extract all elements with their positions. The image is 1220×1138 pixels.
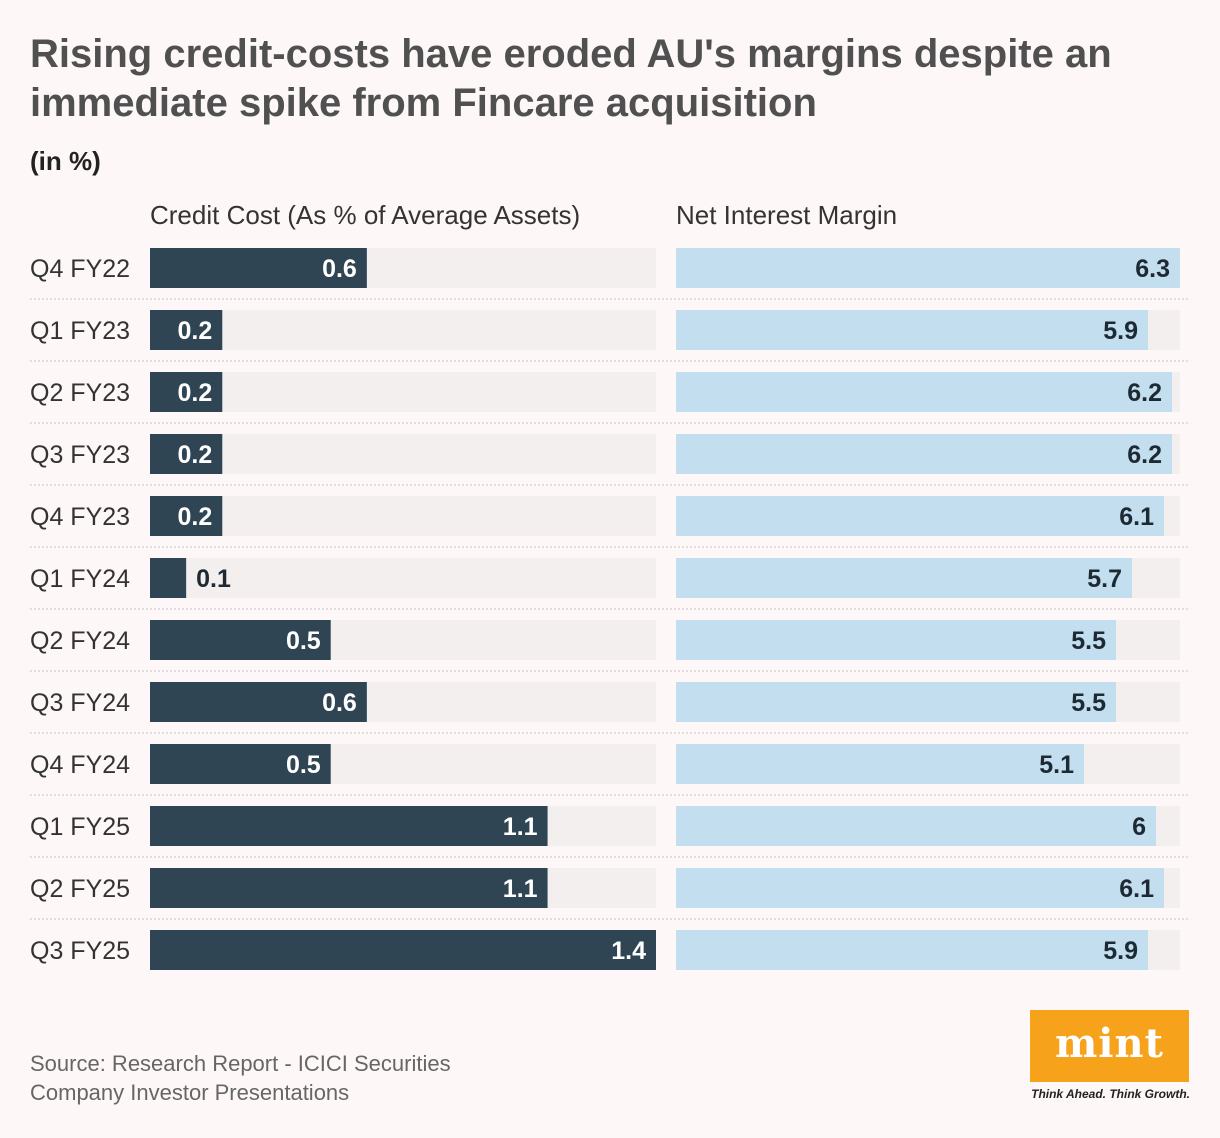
- credit-track: [150, 496, 656, 536]
- credit-value-label: 0.5: [286, 751, 321, 779]
- nim-bar: [676, 496, 1164, 536]
- source-line-1: Source: Research Report - ICICI Securiti…: [30, 1051, 451, 1076]
- mint-logo-text: mint: [1054, 1019, 1165, 1067]
- source-line-2: Company Investor Presentations: [30, 1080, 350, 1105]
- credit-value-label: 0.1: [196, 565, 231, 593]
- mint-tagline: Think Ahead. Think Growth.: [1031, 1087, 1190, 1101]
- nim-value-label: 5.1: [1039, 751, 1074, 779]
- nim-bar: [676, 248, 1180, 288]
- nim-bar: [676, 434, 1172, 474]
- credit-bar: [150, 620, 331, 660]
- category-label: Q4 FY22: [30, 255, 130, 283]
- credit-value-label: 0.6: [322, 689, 357, 717]
- category-label: Q1 FY23: [30, 317, 130, 345]
- nim-value-label: 6: [1132, 813, 1146, 841]
- nim-value-label: 5.5: [1071, 689, 1106, 717]
- category-label: Q2 FY25: [30, 875, 130, 903]
- nim-value-label: 6.2: [1127, 379, 1162, 407]
- nim-value-label: 5.9: [1103, 317, 1138, 345]
- credit-track: [150, 310, 656, 350]
- nim-bar: [676, 372, 1172, 412]
- credit-value-label: 0.2: [178, 441, 213, 469]
- credit-value-label: 0.2: [178, 379, 213, 407]
- category-label: Q3 FY23: [30, 441, 130, 469]
- credit-value-label: 1.4: [611, 937, 646, 965]
- credit-bar: [150, 868, 548, 908]
- credit-value-label: 0.5: [286, 627, 321, 655]
- credit-bar: [150, 744, 331, 784]
- credit-bar: [150, 310, 223, 350]
- nim-value-label: 5.5: [1071, 627, 1106, 655]
- category-label: Q1 FY24: [30, 565, 130, 593]
- nim-bar: [676, 806, 1156, 846]
- credit-bar: [150, 930, 656, 970]
- nim-value-label: 5.7: [1087, 565, 1122, 593]
- nim-panel-title: Net Interest Margin: [676, 200, 898, 230]
- category-label: Q1 FY25: [30, 813, 130, 841]
- bar-chart: Q4 FY22 0.6 6.3 Q1 FY23 0.2 5.9 Q2 FY23 0.2 6.2 Q…: [30, 248, 1188, 970]
- credit-value-label: 1.1: [503, 813, 538, 841]
- credit-track: [150, 372, 656, 412]
- nim-bar: [676, 310, 1148, 350]
- credit-bar: [150, 248, 367, 288]
- nim-bar: [676, 744, 1084, 784]
- category-label: Q3 FY24: [30, 689, 130, 717]
- nim-bar: [676, 620, 1116, 660]
- credit-bar: [150, 806, 548, 846]
- mint-logo: mint: [1030, 1010, 1189, 1082]
- chart-title: Rising credit-costs have eroded AU's mar…: [30, 32, 1112, 125]
- nim-value-label: 6.2: [1127, 441, 1162, 469]
- category-label: Q2 FY23: [30, 379, 130, 407]
- credit-bar: [150, 372, 223, 412]
- credit-bar: [150, 558, 187, 598]
- credit-value-label: 1.1: [503, 875, 538, 903]
- category-label: Q4 FY24: [30, 751, 130, 779]
- credit-value-label: 0.2: [178, 503, 213, 531]
- nim-value-label: 6.3: [1135, 255, 1170, 283]
- unit-label: (in %): [30, 146, 101, 176]
- credit-track: [150, 434, 656, 474]
- nim-value-label: 6.1: [1119, 875, 1154, 903]
- category-label: Q4 FY23: [30, 503, 130, 531]
- nim-bar: [676, 682, 1116, 722]
- credit-value-label: 0.2: [178, 317, 213, 345]
- credit-cost-panel-title: Credit Cost (As % of Average Assets): [150, 200, 581, 230]
- nim-value-label: 6.1: [1119, 503, 1154, 531]
- source-note: Source: Research Report - ICICI Securiti…: [30, 1049, 451, 1107]
- category-label: Q3 FY25: [30, 937, 130, 965]
- nim-bar: [676, 930, 1148, 970]
- nim-value-label: 5.9: [1103, 937, 1138, 965]
- credit-value-label: 0.6: [322, 255, 357, 283]
- nim-bar: [676, 558, 1132, 598]
- credit-bar: [150, 496, 223, 536]
- category-label: Q2 FY24: [30, 627, 130, 655]
- credit-bar: [150, 434, 223, 474]
- credit-track: [150, 558, 656, 598]
- credit-bar: [150, 682, 367, 722]
- nim-bar: [676, 868, 1164, 908]
